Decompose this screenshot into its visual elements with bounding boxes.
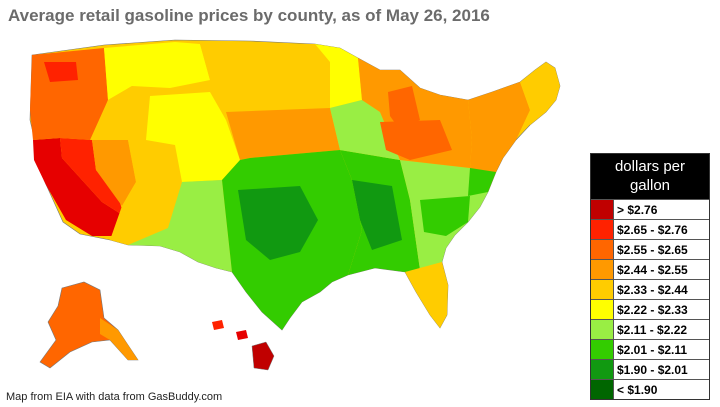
region-utah-arizona — [110, 140, 182, 245]
legend-swatch — [591, 240, 614, 259]
legend-swatch — [591, 260, 614, 279]
legend-item: $2.44 - $2.55 — [591, 259, 709, 279]
region-nevada — [92, 140, 136, 206]
region-virginia — [468, 168, 496, 196]
hawaii-oahu — [212, 320, 224, 330]
legend-header: dollars per gallon — [591, 154, 709, 199]
legend-item: $2.01 - $2.11 — [591, 339, 709, 359]
region-california — [33, 138, 124, 236]
legend-item: $2.11 - $2.22 — [591, 319, 709, 339]
legend-label: < $1.90 — [617, 382, 658, 397]
region-california-interior — [60, 138, 124, 216]
region-georgia-carolinas — [420, 196, 470, 236]
legend-swatch — [591, 300, 614, 319]
legend-swatch — [591, 320, 614, 339]
legend-swatch — [591, 200, 614, 219]
region-minnesota — [315, 44, 362, 108]
legend-label: $2.22 - $2.33 — [617, 302, 688, 317]
legend-label: $2.01 - $2.11 — [617, 342, 688, 357]
legend-item: $2.22 - $2.33 — [591, 299, 709, 319]
region-dakotas — [200, 44, 330, 112]
legend-label: $1.90 - $2.01 — [617, 362, 688, 377]
region-washington-spot — [44, 62, 78, 82]
hawaii-big-island — [251, 341, 275, 371]
legend-label: $2.33 - $2.44 — [617, 282, 688, 297]
legend-label: $2.65 - $2.76 — [617, 222, 688, 237]
legend-header-line1: dollars per — [614, 158, 686, 175]
legend-swatch — [591, 340, 614, 359]
legend-item: $2.33 - $2.44 — [591, 279, 709, 299]
legend-label: $2.55 - $2.65 — [617, 242, 688, 257]
region-ohio-indiana — [380, 120, 452, 160]
legend-label: $2.44 - $2.55 — [617, 262, 688, 277]
region-new-mexico-south — [128, 180, 232, 272]
legend-header-line2: gallon — [629, 177, 671, 194]
alaska-southeast — [100, 318, 138, 360]
price-legend: dollars per gallon > $2.76 $2.65 - $2.76 $… — [590, 153, 710, 400]
region-mid-atlantic — [468, 82, 530, 192]
legend-label: > $2.76 — [617, 202, 658, 217]
region-florida — [405, 262, 448, 328]
region-texas-dark — [238, 186, 318, 260]
region-new-england — [520, 62, 560, 125]
region-nebraska-kansas — [226, 108, 340, 160]
legend-swatch — [591, 360, 614, 379]
region-mississippi-dark — [352, 180, 402, 250]
region-iowa-missouri — [330, 100, 400, 160]
legend-item: $2.55 - $2.65 — [591, 239, 709, 259]
legend-item: $1.90 - $2.01 — [591, 359, 709, 379]
map-title: Average retail gasoline prices by county… — [8, 6, 490, 25]
legend-rows: > $2.76 $2.65 - $2.76 $2.55 - $2.65 $2.44 -… — [591, 199, 709, 399]
legend-swatch — [591, 280, 614, 299]
legend-item: < $1.90 — [591, 379, 709, 399]
alaska-land — [39, 281, 139, 369]
source-credit: Map from EIA with data from GasBuddy.com — [6, 391, 223, 403]
legend-item: $2.65 - $2.76 — [591, 219, 709, 239]
legend-swatch — [591, 380, 614, 399]
region-wyoming-colorado — [146, 92, 240, 182]
hawaii-maui — [236, 330, 248, 340]
region-idaho — [92, 86, 150, 140]
legend-item: > $2.76 — [591, 199, 709, 219]
region-montana — [104, 42, 210, 100]
legend-swatch — [591, 220, 614, 239]
legend-label: $2.11 - $2.22 — [617, 322, 688, 337]
region-michigan — [388, 86, 420, 130]
